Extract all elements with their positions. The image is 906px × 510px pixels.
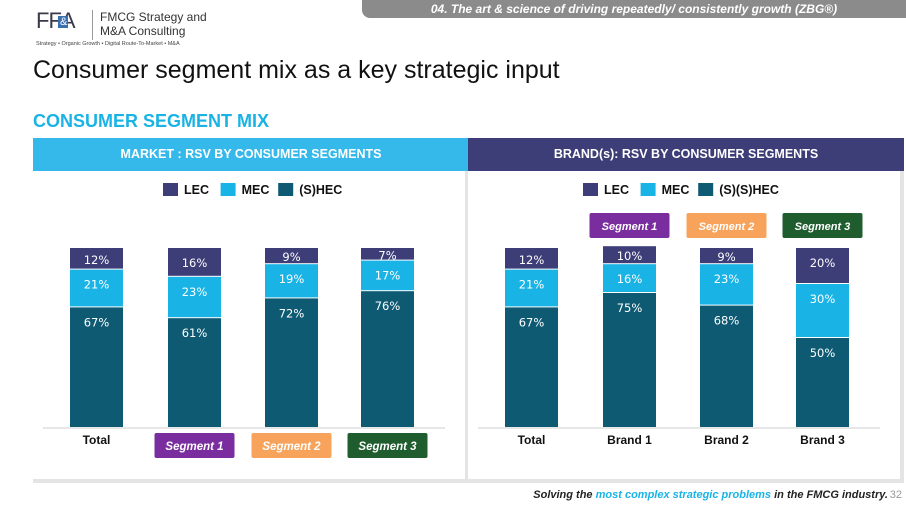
bar-mec: [70, 269, 123, 307]
category-badge: [251, 433, 332, 458]
footer-text-before: Solving the: [533, 489, 596, 501]
bar-lec: [603, 246, 656, 264]
bar-hec: [603, 293, 656, 427]
bar-lec: [265, 248, 318, 264]
data-label: 21%: [519, 278, 545, 292]
legend-swatch-mec: [220, 183, 236, 196]
section-banner: 04. The art & science of driving repeate…: [362, 0, 906, 18]
company-logo: FF&A: [36, 8, 76, 33]
data-label: 23%: [182, 285, 208, 299]
top-badge-label: Segment 2: [699, 221, 755, 233]
tick-label: Brand 2: [704, 433, 749, 447]
legend-swatch-mec: [640, 183, 656, 196]
data-label: 75%: [617, 301, 643, 315]
bar-lec: [505, 248, 558, 269]
section-title: CONSUMER SEGMENT MIX: [33, 111, 270, 131]
legend-label-lec: LEC: [604, 183, 629, 197]
data-label: 68%: [714, 314, 740, 328]
category-badge: [347, 433, 428, 458]
bar-mec: [505, 269, 558, 307]
footer-tagline: Solving the most complex strategic probl…: [533, 489, 888, 501]
bar-lec: [796, 248, 849, 283]
legend-swatch-lec: [163, 183, 178, 196]
top-badge: [686, 213, 767, 238]
data-label: 21%: [84, 278, 110, 292]
legend-label-hec: (S)(S)HEC: [719, 183, 779, 197]
bar-hec: [505, 307, 558, 427]
footer-highlight: most complex strategic problems: [595, 489, 772, 501]
data-label: 16%: [617, 272, 643, 286]
legend-swatch-lec: [583, 183, 598, 196]
bar-hec: [168, 318, 221, 427]
brand-chart-title: BRAND(s): RSV BY CONSUMER SEGMENTS: [468, 138, 904, 171]
data-label: 20%: [810, 256, 836, 270]
data-label: 9%: [282, 250, 300, 264]
bar-mec: [361, 260, 414, 291]
legend-label-mec: MEC: [242, 183, 270, 197]
bar-lec: [70, 248, 123, 269]
tick-label: Brand 1: [607, 433, 652, 447]
bar-mec: [700, 264, 753, 305]
bar-hec: [700, 305, 753, 427]
data-label: 67%: [519, 315, 545, 329]
footer-text-after: in the FMCG industry.: [771, 489, 888, 501]
legend-swatch-hec: [698, 183, 714, 196]
bar-mec: [265, 264, 318, 298]
bar-hec: [361, 291, 414, 427]
data-label: 7%: [378, 248, 396, 262]
company-name: FMCG Strategy and M&A Consulting: [100, 10, 207, 38]
tick-label: Total: [518, 433, 546, 447]
legend-swatch-hec: [278, 183, 294, 196]
bar-lec: [700, 248, 753, 264]
page-number: 32: [889, 489, 902, 501]
data-label: 12%: [519, 253, 545, 267]
bar-mec: [603, 264, 656, 292]
tick-label: Segment 1: [165, 441, 223, 453]
data-label: 72%: [279, 306, 305, 320]
bar-hec: [796, 338, 849, 427]
top-badge: [782, 213, 863, 238]
tick-label: Segment 2: [262, 441, 321, 453]
page-title: Consumer segment mix as a key strategic …: [33, 56, 560, 84]
data-label: 61%: [182, 326, 208, 340]
data-label: 10%: [617, 249, 643, 263]
data-label: 67%: [84, 315, 110, 329]
data-label: 23%: [714, 272, 740, 286]
legend-label-mec: MEC: [662, 183, 690, 197]
market-chart-panel: MARKET : RSV BY CONSUMER SEGMENTS LEC MEC…: [33, 138, 469, 483]
logo-divider: [92, 10, 93, 40]
bar-hec: [70, 307, 123, 427]
tick-label: Total: [83, 433, 111, 447]
top-badge-label: Segment 3: [795, 221, 851, 233]
market-chart-title: MARKET : RSV BY CONSUMER SEGMENTS: [33, 138, 469, 171]
tick-label: Brand 3: [800, 433, 845, 447]
category-badge: [154, 433, 235, 458]
data-label: 9%: [717, 250, 735, 264]
data-label: 19%: [279, 272, 305, 286]
bar-lec: [361, 248, 414, 260]
top-badge-label: Segment 1: [602, 221, 658, 233]
market-chart: LEC MEC (S)HEC 67% 21% 12% Total 61% 23% 16% Segme…: [33, 171, 469, 483]
tick-label: Segment 3: [358, 441, 417, 453]
company-tagline: Strategy • Organic Growth • Digital Rout…: [36, 41, 180, 47]
brand-chart: LEC MEC (S)(S)HEC 67% 21% 12% Total 75% 16% 10% Br…: [468, 171, 904, 483]
bar-mec: [796, 284, 849, 337]
data-label: 17%: [375, 269, 401, 283]
top-badge: [589, 213, 670, 238]
legend-label-lec: LEC: [184, 183, 209, 197]
bar-lec: [168, 248, 221, 276]
data-label: 30%: [810, 292, 836, 306]
brand-chart-panel: BRAND(s): RSV BY CONSUMER SEGMENTS LEC ME…: [468, 138, 904, 483]
data-label: 12%: [84, 253, 110, 267]
bar-hec: [265, 298, 318, 427]
data-label: 50%: [810, 346, 836, 360]
data-label: 76%: [375, 299, 401, 313]
data-label: 16%: [182, 256, 208, 270]
legend-label-hec: (S)HEC: [299, 183, 342, 197]
bar-mec: [168, 276, 221, 318]
